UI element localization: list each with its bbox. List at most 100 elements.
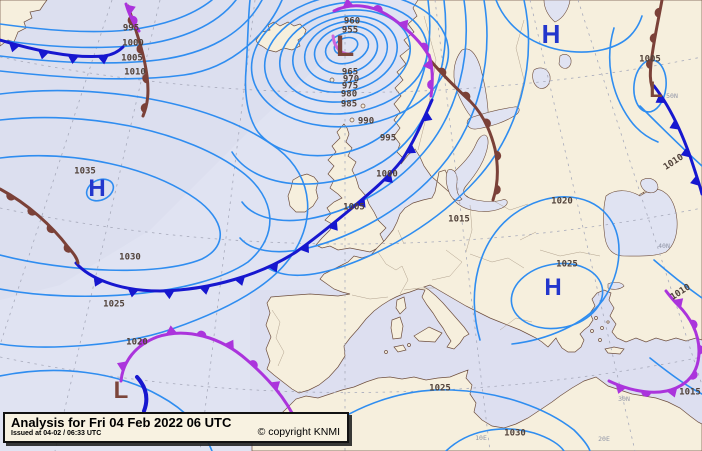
low-symbol-main: L bbox=[335, 30, 355, 63]
occluded-front-marker bbox=[129, 15, 138, 26]
cold-front-marker bbox=[198, 284, 211, 295]
cold-front-marker bbox=[93, 276, 105, 287]
high-symbol-atlantic: H bbox=[88, 175, 106, 202]
warm-front-marker bbox=[494, 184, 501, 195]
occluded-front-spiral-tail bbox=[331, 34, 353, 56]
isobar-label: 1030 bbox=[119, 252, 141, 263]
lake-onega bbox=[558, 54, 572, 69]
island-orkney bbox=[349, 117, 355, 123]
island-shetland bbox=[360, 103, 366, 109]
cold-front-marker bbox=[163, 289, 175, 300]
isobar-label: 1000 bbox=[122, 38, 144, 49]
isobar-label: 1030 bbox=[504, 428, 526, 439]
warm-front-marker bbox=[46, 224, 56, 234]
occluded-front-marker bbox=[372, 5, 383, 13]
occluded-front-marker bbox=[196, 330, 207, 338]
graticule-label: 50N bbox=[666, 92, 678, 100]
island-ibiza bbox=[384, 350, 388, 354]
island-crete bbox=[604, 346, 625, 355]
island-corsica bbox=[395, 296, 407, 315]
cold-front-marker bbox=[327, 220, 338, 231]
sea-gulf-of-finland bbox=[466, 106, 520, 130]
occluded-front-marker bbox=[223, 339, 234, 351]
isobar-label: 1005 bbox=[121, 53, 143, 64]
cold-front-marker bbox=[405, 143, 417, 154]
cold-front-marker bbox=[127, 287, 140, 298]
warm-front-marker bbox=[140, 103, 148, 114]
isobar-label: 1015 bbox=[679, 387, 701, 398]
warm-front-marker bbox=[654, 7, 662, 18]
graticule-label: 40N bbox=[658, 242, 670, 250]
occluded-front-norway-coast bbox=[427, 53, 434, 98]
cold-front-marker bbox=[669, 118, 681, 130]
sea-black-sea bbox=[603, 189, 678, 257]
warm-front-marker bbox=[27, 207, 37, 216]
warm-front-marker bbox=[494, 150, 502, 161]
occluded-front-marker bbox=[689, 370, 698, 380]
island-aegean-5 bbox=[598, 338, 602, 342]
cold-front-marker bbox=[382, 172, 393, 184]
cold-front-marker bbox=[67, 54, 80, 65]
isobar-label: 1005 bbox=[343, 202, 365, 213]
warm-front-marker bbox=[63, 243, 73, 253]
coast-iceland bbox=[255, 21, 307, 53]
cold-front-marker bbox=[680, 146, 692, 158]
occluded-front-marker bbox=[641, 390, 652, 397]
warm-front-marker bbox=[483, 118, 491, 129]
occluded-front-marker bbox=[615, 383, 627, 394]
island-mallorca bbox=[393, 344, 407, 353]
warm-fronts bbox=[0, 0, 664, 265]
island-sardinia bbox=[390, 316, 404, 340]
occluded-front-marker bbox=[689, 319, 698, 330]
fronts-layer bbox=[0, 0, 702, 415]
isobar-label: 1010 bbox=[124, 67, 146, 78]
cold-front-marker bbox=[298, 242, 309, 254]
cold-fronts bbox=[0, 38, 702, 413]
cold-front-marker bbox=[690, 174, 701, 187]
island-sicily bbox=[413, 326, 443, 343]
isobar-label: 985 bbox=[340, 99, 358, 110]
occluded-front-marker bbox=[269, 381, 281, 392]
occluded-front-marker bbox=[397, 19, 409, 31]
occluded-front-marker bbox=[138, 338, 149, 347]
high-symbol-balkans: H bbox=[544, 274, 562, 301]
cold-front-marker bbox=[355, 196, 366, 208]
graticule-label: 30N bbox=[618, 395, 630, 403]
low-symbol-southwest: L bbox=[113, 377, 129, 404]
isobar-label: 1025 bbox=[103, 299, 125, 310]
warm-front-marker bbox=[646, 59, 652, 70]
trough-line-southwest bbox=[135, 375, 149, 413]
island-menorca bbox=[407, 343, 411, 347]
isobar-label: 975 bbox=[341, 81, 359, 92]
isobar-label: 995 bbox=[122, 23, 140, 34]
isobar-label: 965 bbox=[341, 67, 359, 78]
island-aegean-1 bbox=[594, 316, 598, 320]
isobar-label: 955 bbox=[341, 25, 359, 36]
copyright-notice: © copyright KNMI bbox=[257, 426, 340, 438]
coast-great-britain bbox=[315, 123, 387, 253]
high-symbol-russia: H bbox=[541, 19, 561, 49]
graticule-label: 20E bbox=[598, 435, 610, 443]
isobar-label: 1035 bbox=[74, 166, 96, 177]
occluded-front-marker bbox=[125, 4, 136, 16]
cold-front-marker bbox=[8, 42, 21, 53]
isobar-label: 980 bbox=[340, 89, 358, 100]
issued-timestamp: Issued at 04-02 / 06:33 UTC bbox=[11, 430, 102, 437]
occluded-front-marker bbox=[342, 0, 355, 8]
occluded-front-marker bbox=[420, 42, 429, 53]
island-aegean-3 bbox=[606, 320, 610, 324]
isobar-label: 990 bbox=[357, 116, 375, 127]
warm-front-marker bbox=[136, 43, 144, 54]
caption-box: Analysis for Fri 04 Feb 2022 06 UTC Issu… bbox=[3, 412, 349, 443]
isobar-label: 1005 bbox=[639, 54, 661, 65]
cold-front-main-atlantic bbox=[74, 98, 434, 293]
warm-front-marker bbox=[649, 33, 657, 44]
warm-front-marker bbox=[461, 91, 471, 101]
island-aegean-2 bbox=[600, 326, 604, 330]
sea-white-sea bbox=[543, 0, 571, 23]
occluded-front-marker bbox=[165, 325, 178, 335]
warm-front-marker bbox=[142, 73, 149, 84]
